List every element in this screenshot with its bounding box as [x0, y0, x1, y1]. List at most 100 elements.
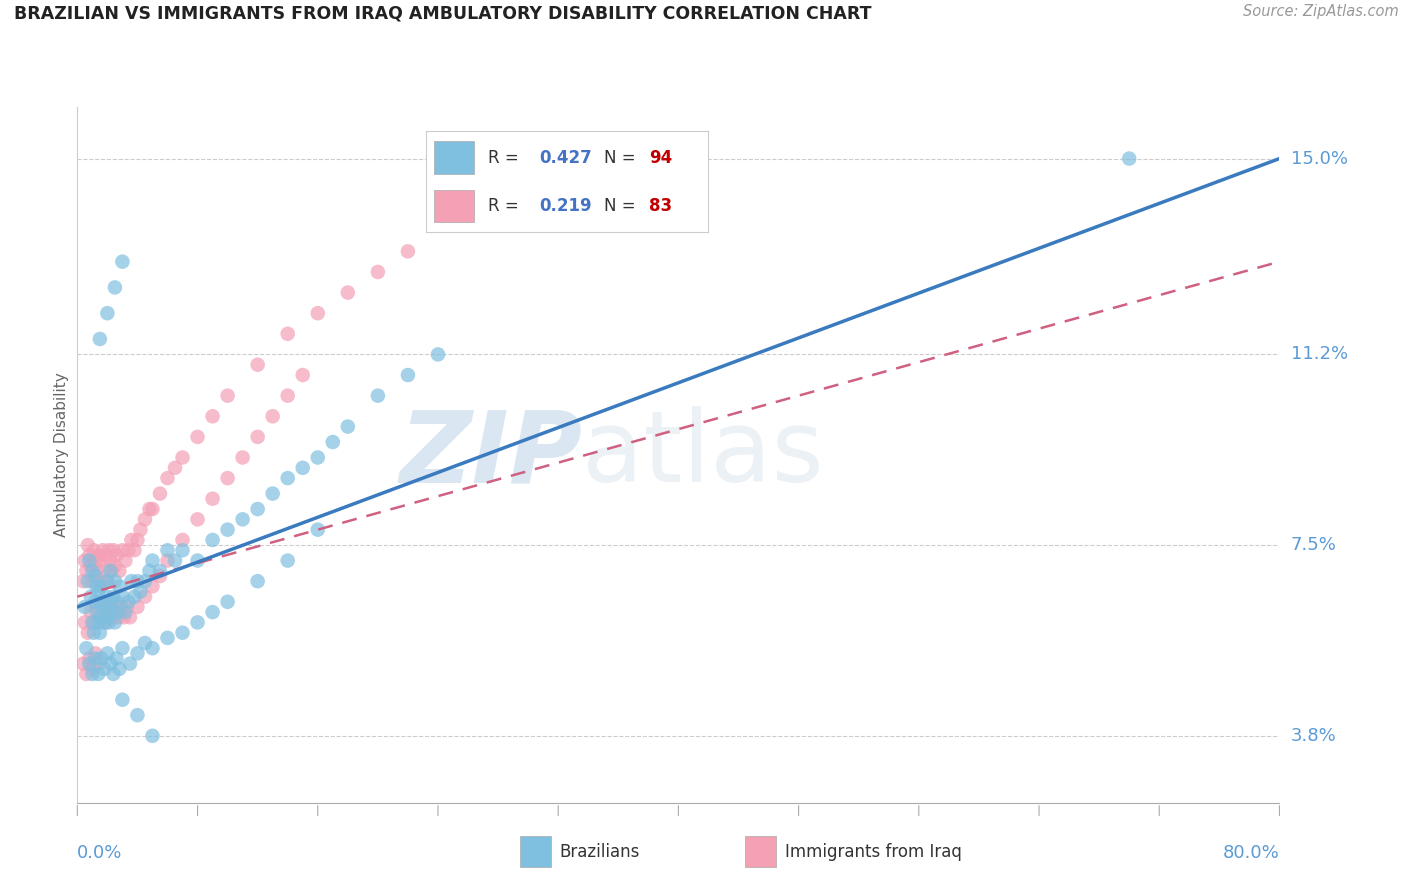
- Text: N =: N =: [605, 197, 641, 215]
- Point: [87, 615, 110, 630]
- Point: [108, 662, 131, 676]
- Point: [517, 161, 540, 176]
- Point: [127, 646, 149, 660]
- Point: [90, 651, 112, 665]
- Text: 0.219: 0.219: [538, 197, 592, 215]
- Point: [82, 564, 104, 578]
- Point: [134, 574, 156, 589]
- Point: [114, 553, 136, 567]
- Point: [97, 615, 120, 630]
- Point: [149, 569, 172, 583]
- Point: [104, 615, 127, 630]
- Point: [84, 553, 107, 567]
- Point: [138, 502, 160, 516]
- Point: [291, 368, 314, 382]
- Point: [138, 564, 160, 578]
- Point: [84, 646, 107, 660]
- Point: [217, 389, 239, 403]
- Point: [89, 625, 111, 640]
- Point: [86, 564, 108, 578]
- Text: Immigrants from Iraq: Immigrants from Iraq: [785, 843, 962, 861]
- Text: BRAZILIAN VS IMMIGRANTS FROM IRAQ AMBULATORY DISABILITY CORRELATION CHART: BRAZILIAN VS IMMIGRANTS FROM IRAQ AMBULA…: [14, 4, 872, 22]
- Point: [141, 502, 163, 516]
- Point: [262, 409, 284, 424]
- Point: [291, 460, 314, 475]
- Point: [82, 662, 104, 676]
- Point: [396, 368, 419, 382]
- Point: [96, 574, 118, 589]
- Point: [103, 590, 125, 604]
- Point: [94, 590, 117, 604]
- Point: [141, 553, 163, 567]
- Point: [72, 574, 94, 589]
- Point: [72, 657, 94, 671]
- Point: [156, 471, 179, 485]
- Point: [105, 651, 128, 665]
- Text: 0.0%: 0.0%: [77, 845, 122, 863]
- Point: [336, 285, 359, 300]
- Point: [75, 667, 97, 681]
- Point: [117, 595, 139, 609]
- Point: [107, 605, 129, 619]
- Text: 7.5%: 7.5%: [1291, 536, 1337, 554]
- Point: [105, 595, 128, 609]
- Point: [307, 306, 329, 320]
- FancyBboxPatch shape: [434, 142, 474, 174]
- Point: [163, 460, 186, 475]
- Point: [107, 610, 129, 624]
- Point: [87, 657, 110, 671]
- Point: [277, 326, 299, 341]
- Point: [120, 533, 142, 547]
- Text: 83: 83: [650, 197, 672, 215]
- Point: [134, 590, 156, 604]
- Point: [89, 574, 111, 589]
- Point: [100, 564, 122, 578]
- Point: [105, 549, 128, 563]
- Point: [156, 631, 179, 645]
- Point: [307, 450, 329, 465]
- Text: 94: 94: [650, 149, 672, 167]
- Text: 11.2%: 11.2%: [1291, 345, 1348, 363]
- Point: [427, 347, 450, 361]
- Point: [217, 595, 239, 609]
- Point: [127, 574, 149, 589]
- Point: [101, 564, 124, 578]
- Point: [84, 569, 107, 583]
- Point: [201, 491, 224, 506]
- Point: [246, 430, 269, 444]
- Point: [79, 549, 101, 563]
- Point: [336, 419, 359, 434]
- Point: [96, 605, 118, 619]
- Point: [111, 692, 134, 706]
- Point: [83, 625, 105, 640]
- FancyBboxPatch shape: [434, 190, 474, 222]
- Point: [89, 595, 111, 609]
- Point: [172, 533, 194, 547]
- Point: [108, 564, 131, 578]
- Point: [104, 558, 127, 573]
- Point: [100, 595, 122, 609]
- Point: [90, 553, 112, 567]
- Point: [124, 543, 146, 558]
- Point: [84, 651, 107, 665]
- Point: [101, 610, 124, 624]
- Point: [93, 564, 115, 578]
- Point: [91, 543, 114, 558]
- Point: [111, 641, 134, 656]
- Point: [246, 502, 269, 516]
- Point: [86, 579, 108, 593]
- Point: [172, 625, 194, 640]
- Point: [201, 409, 224, 424]
- Point: [76, 625, 98, 640]
- Point: [111, 590, 134, 604]
- Text: 80.0%: 80.0%: [1223, 845, 1279, 863]
- Text: N =: N =: [605, 149, 641, 167]
- Point: [141, 579, 163, 593]
- Point: [93, 662, 115, 676]
- Text: 0.427: 0.427: [538, 149, 592, 167]
- Point: [246, 358, 269, 372]
- Point: [367, 389, 389, 403]
- Point: [90, 579, 112, 593]
- Point: [83, 615, 105, 630]
- Point: [96, 306, 118, 320]
